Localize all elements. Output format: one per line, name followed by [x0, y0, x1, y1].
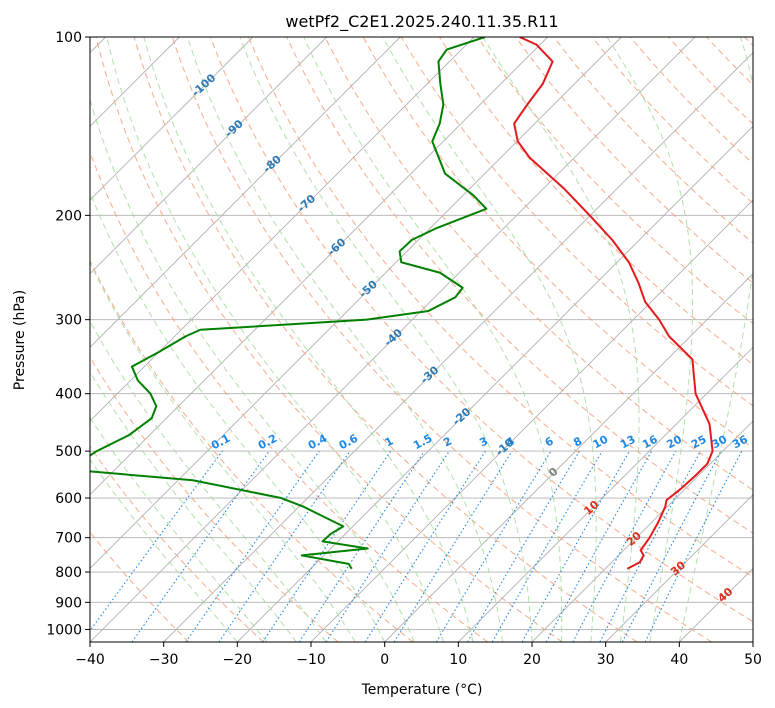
mixing-ratio-line: [298, 450, 425, 642]
isotherm-line: [531, 420, 753, 642]
dry-adiabat: [90, 445, 264, 642]
moist-adiabat: [90, 261, 356, 642]
moist-adiabat: [606, 37, 694, 642]
plot-frame: [89, 36, 754, 643]
moist-adiabat: [90, 416, 268, 642]
dry-adiabat: [90, 356, 339, 642]
isotherm-line: [605, 494, 753, 642]
dry-adiabat: [90, 259, 414, 642]
mixing-ratio-line: [325, 450, 450, 642]
dry-adiabat: [209, 37, 753, 623]
moist-adiabat: [90, 190, 386, 642]
plot-area: [90, 37, 753, 642]
mixing-ratio-line: [262, 450, 392, 642]
isotherm-line: [237, 125, 753, 642]
x-tick-label: 0: [380, 652, 389, 668]
mixing-ratio-line: [572, 450, 677, 642]
isotherm-line: [163, 52, 753, 642]
x-tick-label: −10: [296, 652, 326, 668]
isotherm-line: [90, 37, 327, 275]
mixing-ratio-line: [644, 450, 743, 642]
profile-lines: [90, 37, 714, 570]
dry-adiabat: [324, 37, 753, 491]
mixing-ratio-label: 13: [618, 433, 638, 452]
x-axis-label: Temperature (°C): [361, 682, 483, 698]
y-tick-label: 200: [55, 208, 82, 224]
moist-adiabat: [106, 37, 445, 642]
moist-adiabat: [303, 37, 563, 642]
dry-adiabat: [248, 37, 753, 578]
y-tick-label: 1000: [46, 622, 82, 638]
isotherm-line: [458, 346, 753, 642]
mixing-ratio-label: 16: [640, 433, 660, 452]
y-axis-label: Pressure (hPa): [12, 290, 28, 390]
isotherm-line: [90, 37, 622, 569]
isotherm-line: [90, 37, 548, 496]
moist-adiabat: [90, 320, 327, 642]
mixing-ratio-label: 36: [730, 433, 750, 452]
y-tick-label: 700: [55, 531, 82, 547]
x-tick-label: −30: [149, 652, 179, 668]
y-tick-label: 800: [55, 565, 82, 581]
moist-adiabat: [482, 37, 640, 642]
moist-adiabat: [90, 371, 297, 642]
isotherm-line: [90, 37, 475, 422]
x-tick-label: 10: [449, 652, 467, 668]
axes: −40 −30 −20 −10 0 10 20 30 40 50 100 200 300 400 500 60…: [46, 30, 762, 668]
moist-adiabat: [143, 37, 474, 642]
x-tick-label: −20: [223, 652, 253, 668]
y-tick-label: 600: [55, 491, 82, 507]
y-tick-label: 300: [55, 313, 82, 329]
mixing-ratio-line: [393, 450, 513, 642]
mixing-ratio-line: [131, 450, 270, 642]
mixing-ratio-line: [521, 450, 630, 642]
moist-adiabat: [678, 37, 753, 642]
isotherm-line: [90, 37, 254, 201]
x-tick-label: −40: [75, 652, 105, 668]
temperature-profile: [513, 37, 714, 570]
chart-title: wetPf2_C2E1.2025.240.11.35.R11: [285, 12, 558, 32]
mixing-ratio-line: [90, 450, 223, 632]
mixing-ratio-label: 10: [591, 433, 611, 452]
dry-adiabat: [133, 37, 638, 642]
moist-adiabat: [90, 458, 238, 642]
mixing-ratio-label: 20: [664, 433, 684, 452]
dry-adiabat: [286, 37, 753, 534]
dry-adiabat: [515, 37, 753, 284]
y-tick-label: 400: [55, 387, 82, 403]
y-tick-label: 900: [55, 595, 82, 611]
mixing-ratio-line: [545, 450, 653, 642]
isotherm-line: [90, 37, 696, 642]
x-tick-label: 20: [523, 652, 541, 668]
moist-adiabat: [239, 37, 533, 642]
y-tick-label: 500: [55, 444, 82, 460]
x-tick-label: 30: [597, 652, 615, 668]
moist-adiabat: [382, 37, 597, 642]
dry-adiabat: [95, 37, 563, 642]
mixing-ratio-label: 30: [710, 433, 730, 452]
isotherm-line: [90, 37, 401, 348]
dewpoint-profile: [90, 37, 488, 570]
moist-adiabat: [90, 97, 415, 642]
x-tick-label: 50: [744, 652, 762, 668]
mixing-ratio-label: 25: [689, 433, 709, 452]
background-lines: [90, 37, 753, 642]
y-tick-label: 100: [55, 30, 82, 46]
dry-adiabat: [171, 37, 713, 642]
isotherm-line: [384, 273, 753, 642]
x-tick-label: 40: [670, 652, 688, 668]
moist-adiabat: [187, 37, 504, 642]
mixing-ratio-line: [185, 450, 320, 642]
mixing-ratio-line: [218, 450, 351, 642]
